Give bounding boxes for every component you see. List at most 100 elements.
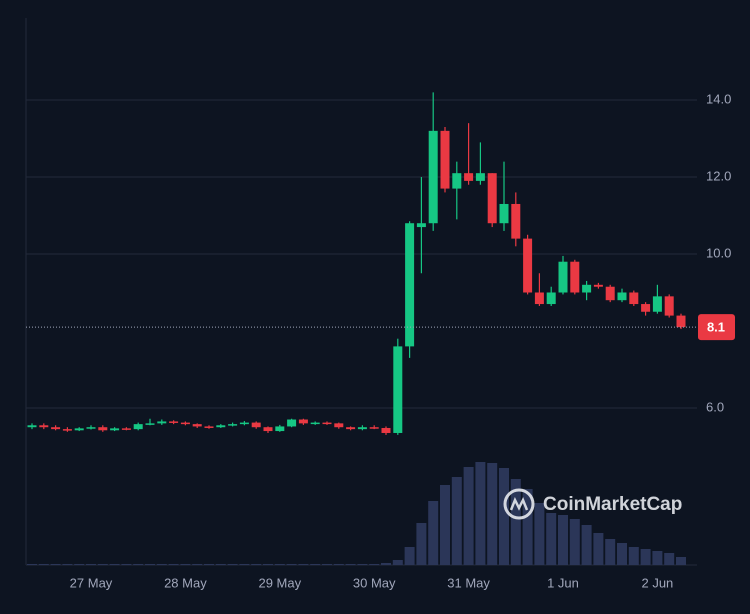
candle-body xyxy=(381,427,391,433)
volume-bar xyxy=(215,564,226,565)
candle-body xyxy=(487,173,497,224)
volume-bar xyxy=(50,564,61,565)
candle-body xyxy=(228,424,238,426)
candle-body xyxy=(664,296,674,316)
volume-bar xyxy=(180,564,191,565)
volume-bar xyxy=(404,547,415,565)
volume-bar xyxy=(499,468,509,565)
candle-body xyxy=(629,292,639,305)
candle-body xyxy=(558,261,568,293)
volume-bar xyxy=(628,547,639,565)
candle-body xyxy=(475,173,485,181)
watermark: CoinMarketCap xyxy=(503,488,682,520)
volume-layer xyxy=(27,462,686,565)
candle-body xyxy=(263,427,273,432)
candle-body xyxy=(287,419,297,427)
candle-body xyxy=(534,292,544,305)
candle-body xyxy=(452,173,462,189)
volume-bar xyxy=(145,564,155,565)
candle-body xyxy=(523,238,533,293)
volume-bar xyxy=(168,564,179,565)
volume-bar xyxy=(263,564,273,565)
candle-body xyxy=(582,284,592,293)
volume-bar xyxy=(86,564,96,565)
candle-body xyxy=(605,286,615,301)
volume-bar xyxy=(286,564,297,565)
last-price-label: 8.1 xyxy=(707,320,725,335)
volume-bar xyxy=(322,564,332,565)
candle-body xyxy=(74,428,84,431)
candle-body xyxy=(298,419,308,424)
candle-body xyxy=(98,427,108,431)
candle-body xyxy=(393,346,403,433)
candle-body xyxy=(652,296,662,312)
volume-bar xyxy=(510,479,521,565)
candle-body xyxy=(546,292,556,305)
candle-body xyxy=(180,422,190,425)
volume-bar xyxy=(451,477,462,565)
volume-bar xyxy=(475,462,486,565)
candle-layer xyxy=(27,92,686,435)
candle-body xyxy=(440,130,450,189)
volume-bar xyxy=(463,467,474,565)
volume-bar xyxy=(534,503,545,565)
candle-body xyxy=(239,422,249,425)
candle-body xyxy=(133,424,143,430)
volume-bar xyxy=(74,564,85,565)
watermark-logo xyxy=(503,488,535,520)
candle-body xyxy=(275,426,285,432)
volume-bar xyxy=(522,489,533,565)
x-tick-label: 1 Jun xyxy=(547,575,579,590)
candle-body xyxy=(27,425,37,428)
x-tick-label: 29 May xyxy=(258,575,301,590)
volume-bar xyxy=(62,564,73,565)
volume-bar xyxy=(204,564,214,565)
candle-body xyxy=(405,223,415,347)
x-tick-label: 27 May xyxy=(70,575,113,590)
volume-bar xyxy=(97,564,108,565)
volume-bar xyxy=(298,564,309,565)
candle-body xyxy=(251,422,261,428)
candle-body xyxy=(357,427,367,430)
volume-bar xyxy=(664,553,675,565)
volume-bar xyxy=(652,551,663,565)
volume-bar xyxy=(227,564,238,565)
candle-body xyxy=(499,203,509,224)
candle-body xyxy=(570,261,580,293)
watermark-logo-mark xyxy=(509,496,529,511)
volume-bar xyxy=(440,485,450,565)
volume-bar xyxy=(121,564,132,565)
volume-bar xyxy=(428,501,439,565)
volume-bar xyxy=(357,564,368,565)
x-tick-label: 28 May xyxy=(164,575,207,590)
volume-bar xyxy=(605,539,616,565)
candle-body xyxy=(86,427,96,429)
grid-layer xyxy=(26,99,697,409)
candle-body xyxy=(416,223,426,228)
candle-body xyxy=(62,429,72,431)
volume-bar xyxy=(310,564,321,565)
y-tick-label: 10.0 xyxy=(706,245,731,260)
candle-body xyxy=(369,427,379,429)
volume-bar xyxy=(617,543,627,565)
candle-body xyxy=(216,425,226,428)
volume-bar xyxy=(38,564,49,565)
volume-bar xyxy=(109,564,120,565)
volume-bar xyxy=(381,563,391,565)
volume-bar xyxy=(156,564,167,565)
volume-bar xyxy=(192,564,203,565)
volume-bar xyxy=(569,519,580,565)
watermark-text: CoinMarketCap xyxy=(543,494,682,515)
volume-bar xyxy=(487,463,498,565)
candle-body xyxy=(110,428,120,431)
volume-bar xyxy=(581,525,592,565)
volume-bar xyxy=(593,533,604,565)
volume-bar xyxy=(274,564,285,565)
x-tick-label: 30 May xyxy=(353,575,396,590)
volume-bar xyxy=(345,564,356,565)
y-tick-label: 14.0 xyxy=(706,91,731,106)
candle-body xyxy=(334,423,344,428)
